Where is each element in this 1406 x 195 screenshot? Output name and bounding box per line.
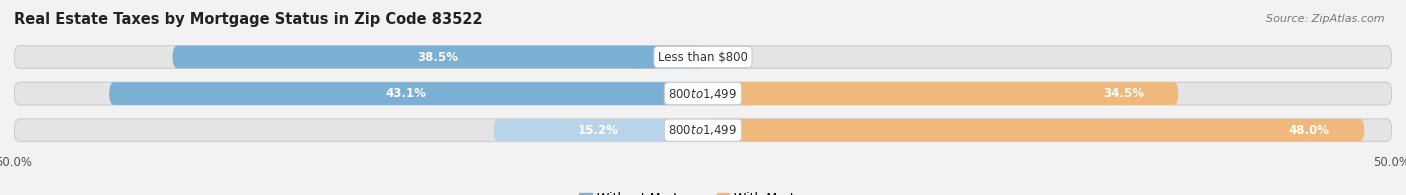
FancyBboxPatch shape (494, 119, 703, 142)
Text: 15.2%: 15.2% (578, 124, 619, 137)
FancyBboxPatch shape (703, 82, 1178, 105)
Legend: Without Mortgage, With Mortgage: Without Mortgage, With Mortgage (574, 187, 832, 195)
Text: Real Estate Taxes by Mortgage Status in Zip Code 83522: Real Estate Taxes by Mortgage Status in … (14, 12, 482, 27)
Text: $800 to $1,499: $800 to $1,499 (668, 87, 738, 101)
FancyBboxPatch shape (110, 82, 703, 105)
Text: 43.1%: 43.1% (385, 87, 426, 100)
Text: Source: ZipAtlas.com: Source: ZipAtlas.com (1267, 14, 1385, 24)
Text: $800 to $1,499: $800 to $1,499 (668, 123, 738, 137)
Text: 48.0%: 48.0% (1289, 124, 1330, 137)
FancyBboxPatch shape (14, 82, 1392, 105)
FancyBboxPatch shape (703, 119, 1364, 142)
Text: 38.5%: 38.5% (418, 51, 458, 64)
Text: 34.5%: 34.5% (1102, 87, 1144, 100)
FancyBboxPatch shape (14, 119, 1392, 142)
Text: Less than $800: Less than $800 (658, 51, 748, 64)
FancyBboxPatch shape (173, 46, 703, 68)
FancyBboxPatch shape (14, 46, 1392, 68)
